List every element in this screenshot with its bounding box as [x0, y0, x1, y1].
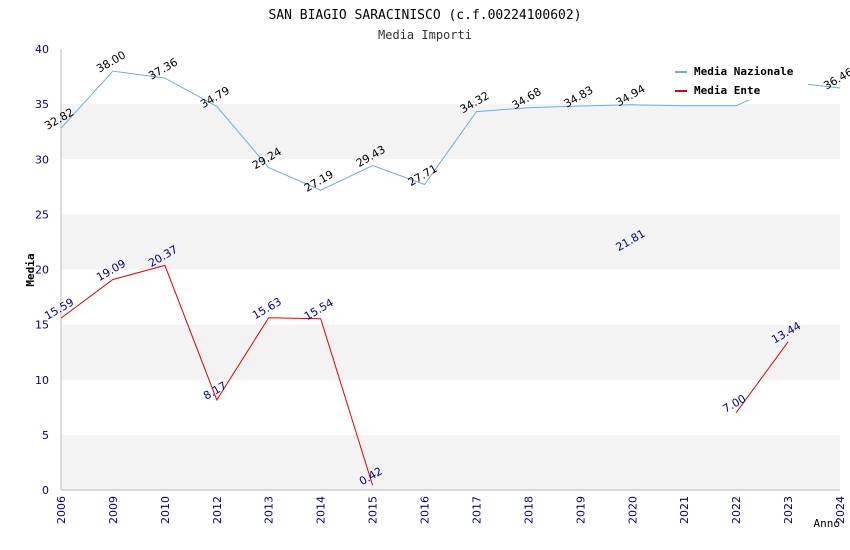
x-axis-label: Anno [814, 517, 841, 530]
x-tick-label: 2010 [159, 496, 172, 524]
data-label: 15.59 [42, 296, 76, 323]
grid-band [61, 324, 840, 380]
series-line-ente [60, 264, 374, 486]
legend-label-ente: Media Ente [694, 84, 761, 97]
data-label: 36.46 [821, 65, 850, 92]
y-tick-label: 25 [35, 208, 49, 221]
x-tick-labels: 2006 2009 2010 2012 2013 2014 2015 2016 2017 2018… [55, 496, 847, 524]
series-line-ente [735, 341, 789, 414]
legend-box [670, 60, 808, 100]
x-tick-label: 2006 [55, 496, 68, 524]
x-tick-label: 2020 [626, 496, 639, 524]
y-tick-label: 40 [35, 43, 49, 56]
legend: Media Nazionale Media Ente [670, 60, 808, 100]
y-tick-label: 30 [35, 153, 49, 166]
grid-band [61, 434, 840, 490]
x-tick-label: 2017 [470, 496, 483, 524]
x-tick-label: 2019 [574, 496, 587, 524]
data-label: 37.36 [146, 56, 180, 83]
y-axis-label: Media [24, 253, 37, 286]
x-tick-label: 2015 [367, 496, 380, 524]
legend-label-nazionale: Media Nazionale [694, 65, 794, 78]
x-tick-label: 2018 [522, 496, 535, 524]
chart-title: SAN BIAGIO SARACINISCO (c.f.00224100602) [268, 8, 581, 23]
x-tick-label: 2022 [730, 496, 743, 524]
series-lines [60, 70, 841, 486]
grid-bands [61, 104, 840, 490]
data-label: 27.19 [302, 168, 336, 195]
x-tick-label: 2024 [834, 496, 847, 524]
y-tick-label: 5 [42, 429, 49, 442]
chart-subtitle: Media Importi [378, 28, 472, 42]
data-label: 27.71 [406, 162, 440, 189]
x-tick-label: 2013 [263, 496, 276, 524]
y-tick-label: 15 [35, 319, 49, 332]
series-line-nazionale [60, 70, 841, 191]
y-tick-labels: 0 5 10 15 20 25 30 35 40 [35, 43, 49, 497]
data-label: 38.00 [94, 49, 128, 76]
y-tick-label: 10 [35, 374, 49, 387]
grid-band [61, 104, 840, 160]
grid-band [61, 214, 840, 270]
x-tick-label: 2012 [211, 496, 224, 524]
axes [60, 49, 840, 491]
data-label: 7.00 [721, 392, 749, 416]
x-tick-label: 2023 [782, 496, 795, 524]
x-tick-label: 2016 [419, 496, 432, 524]
y-tick-label: 0 [42, 484, 49, 497]
y-tick-label: 35 [35, 98, 49, 111]
x-tick-label: 2021 [678, 496, 691, 524]
data-label: 8.17 [201, 379, 229, 403]
x-tick-label: 2014 [315, 496, 328, 524]
x-tick-label: 2009 [107, 496, 120, 524]
y-tick-label: 20 [35, 264, 49, 277]
